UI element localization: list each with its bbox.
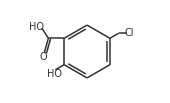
Text: O: O [39,52,47,62]
Text: HO: HO [29,22,44,32]
Text: HO: HO [47,69,62,79]
Text: Cl: Cl [125,28,134,38]
